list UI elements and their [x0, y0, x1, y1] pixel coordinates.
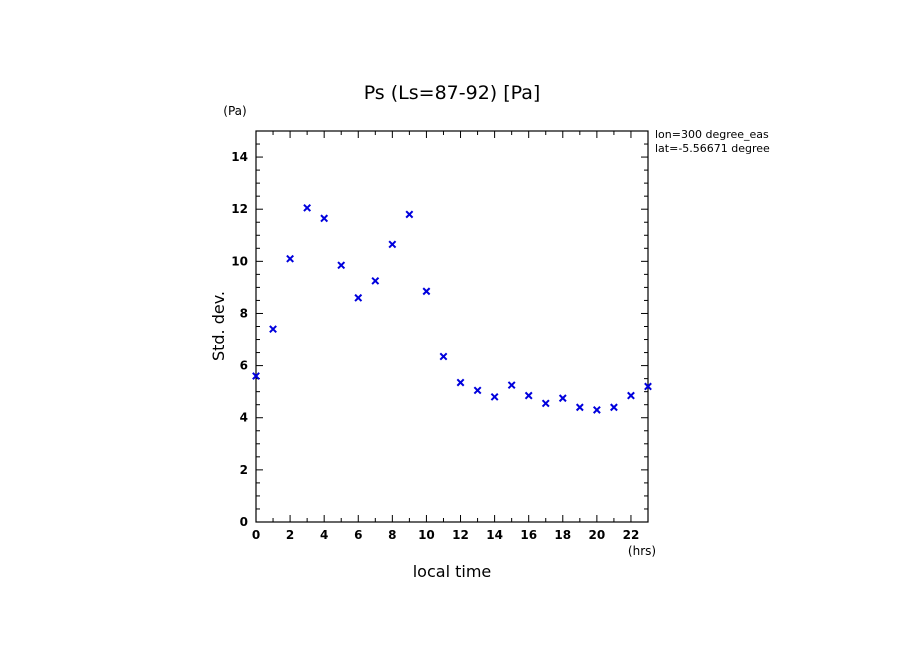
y-tick-label: 12	[231, 202, 248, 216]
data-points	[252, 203, 652, 414]
data-point	[269, 325, 277, 334]
y-unit-label: (Pa)	[223, 104, 246, 118]
y-axis-label: Std. dev.	[209, 291, 228, 361]
x-tick-label: 12	[452, 528, 469, 542]
y-tick-label: 0	[240, 515, 248, 529]
annotation-lon: lon=300 degree_eas	[655, 128, 769, 141]
x-unit-label: (hrs)	[628, 544, 656, 558]
x-tick-label: 10	[418, 528, 435, 542]
data-point	[610, 403, 618, 412]
x-axis-label: local time	[413, 562, 492, 581]
data-point	[473, 386, 482, 395]
data-point	[320, 214, 329, 223]
x-tick-label: 16	[520, 528, 537, 542]
data-point	[592, 406, 601, 414]
data-point	[456, 378, 465, 387]
data-point	[541, 399, 550, 408]
x-tick-label: 6	[354, 528, 362, 542]
y-tick-label: 10	[231, 254, 248, 268]
y-tick-label: 8	[240, 306, 248, 320]
data-point	[388, 240, 397, 249]
data-point	[575, 403, 584, 412]
y-tick-label: 4	[240, 411, 248, 425]
data-point	[405, 210, 414, 219]
x-tick-label: 2	[286, 528, 294, 542]
data-point	[252, 372, 260, 380]
x-tick-label: 22	[623, 528, 640, 542]
y-tick-label: 14	[231, 150, 248, 164]
data-point	[627, 391, 635, 400]
y-tick-label: 2	[240, 463, 248, 477]
data-point	[507, 381, 516, 390]
data-point	[558, 394, 567, 403]
data-point	[354, 293, 363, 302]
plot-axes: 0 2 4 6 8 10 12 14 16 18 20 22 0 2 4 6 8 10 12 14	[231, 130, 649, 542]
y-tick-label: 6	[240, 359, 248, 373]
data-point	[439, 352, 448, 361]
x-tick-label: 20	[589, 528, 606, 542]
x-tick-label: 14	[486, 528, 503, 542]
data-point	[337, 261, 346, 270]
data-point	[644, 382, 652, 391]
x-tick-label: 4	[320, 528, 328, 542]
data-point	[371, 276, 380, 285]
plot-frame	[255, 130, 649, 523]
data-point	[286, 254, 294, 263]
x-tick-label: 0	[252, 528, 260, 542]
x-tick-label: 18	[554, 528, 571, 542]
data-point	[303, 203, 312, 212]
chart-title: Ps (Ls=87-92) [Pa]	[364, 82, 541, 104]
annotation-lat: lat=-5.56671 degree	[655, 142, 770, 155]
x-tick-label: 8	[388, 528, 396, 542]
data-point	[422, 287, 431, 296]
data-point	[490, 392, 499, 401]
data-point	[524, 391, 533, 400]
